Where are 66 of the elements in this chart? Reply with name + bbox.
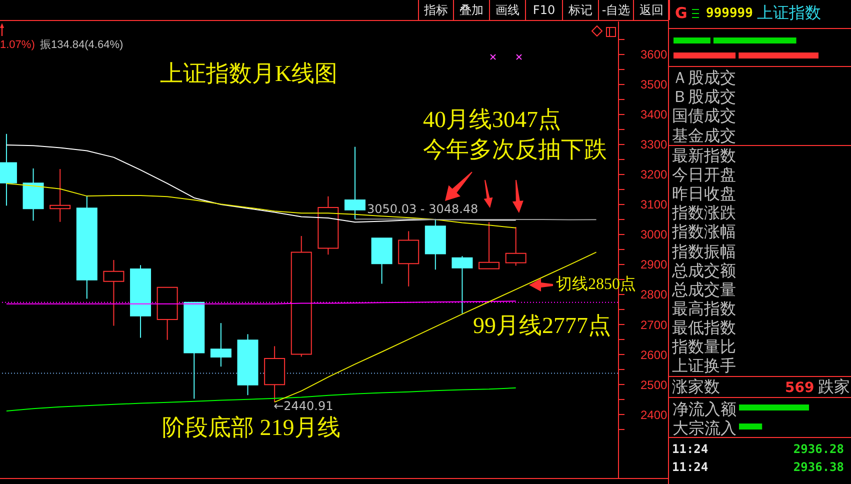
- candlestick: [505, 226, 526, 266]
- text: 指标: [424, 3, 448, 17]
- text: 叠加: [460, 3, 484, 17]
- text: 昨日收盘: [672, 184, 736, 204]
- y-tick-label: 3000: [640, 228, 668, 242]
- y-tick-label: 3200: [640, 168, 668, 182]
- text: 标记: [568, 3, 592, 17]
- text: 涨家数: [672, 377, 720, 396]
- text: 返回: [640, 3, 664, 17]
- annotation: 振134.84(4.64%): [40, 39, 124, 51]
- text: 指数涨跌: [672, 203, 736, 222]
- text: 上证指数: [757, 3, 821, 22]
- y-tick-label: 2800: [640, 288, 668, 302]
- text: 11:24: [672, 442, 708, 456]
- candlestick: [344, 146, 366, 220]
- y-tick-label: 3400: [640, 108, 668, 122]
- candlestick: [398, 230, 420, 287]
- text: 画线: [496, 3, 520, 17]
- text: 总成交量: [672, 280, 736, 299]
- annotation: 阶段底部 219月线: [162, 415, 340, 440]
- text: 今日开盘: [672, 165, 736, 184]
- text: 指数量比: [672, 337, 736, 356]
- text: 2936.38: [793, 460, 844, 474]
- text: 基金成交: [672, 126, 736, 145]
- text: 999999: [706, 6, 753, 21]
- y-tick-label: 2400: [640, 408, 668, 422]
- y-tick-label: 净流入额: [672, 399, 736, 418]
- text: 指数振幅: [672, 242, 736, 260]
- text: F10: [532, 3, 556, 17]
- line-series: [6, 387, 516, 412]
- y-tick-label: 3300: [640, 138, 668, 152]
- text: 2936.28: [793, 442, 844, 456]
- text: 总成交额: [672, 260, 736, 280]
- y-tick-label: 2700: [640, 318, 668, 332]
- candlestick: [50, 168, 71, 222]
- text: G: [675, 4, 688, 22]
- text: 最新指数: [672, 146, 736, 165]
- y-tick-label: 2900: [640, 258, 668, 272]
- text: 11:24: [672, 460, 708, 474]
- y-tick-label: 3600: [640, 48, 668, 62]
- text: 上证指数月K线图: [160, 61, 338, 86]
- text: Ａ股成交: [672, 68, 736, 87]
- annotation: 今年多次反抽下跌: [423, 137, 607, 162]
- candlestick: [103, 260, 124, 326]
- text: 国债成交: [672, 106, 736, 126]
- annotation: 1.07%): [0, 39, 35, 51]
- candlestick: [478, 222, 500, 270]
- y-tick-label: 大宗流入: [672, 418, 736, 437]
- y-tick-label: 3500: [640, 78, 668, 92]
- text: 跌家: [818, 377, 850, 396]
- text: 最高指数: [672, 298, 736, 318]
- candlestick: [452, 256, 473, 314]
- text: 最低指数: [672, 318, 736, 337]
- series-label: 3050.03 - 3048.48: [366, 202, 478, 216]
- text: -自选: [602, 3, 630, 17]
- annotation: 99月线2777点: [473, 313, 611, 338]
- annotation: 40月线3047点: [423, 107, 561, 132]
- annotation: ←2440.91: [274, 399, 334, 414]
- y-tick-label: 3100: [640, 198, 668, 212]
- text: Ｂ股成交: [672, 87, 736, 106]
- text: 569: [785, 380, 814, 396]
- text: 上证换手: [672, 356, 736, 376]
- y-tick-label: 2600: [640, 348, 668, 362]
- text: 指数涨幅: [672, 222, 736, 242]
- y-tick-label: 2500: [640, 378, 668, 392]
- candlestick: [210, 322, 232, 368]
